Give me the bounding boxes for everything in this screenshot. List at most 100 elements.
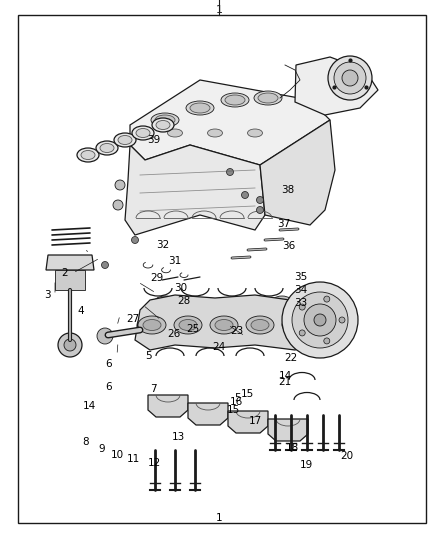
Ellipse shape [114,133,136,147]
Text: 33: 33 [294,298,307,308]
Text: 5: 5 [145,351,152,361]
Ellipse shape [215,319,233,330]
Text: 5: 5 [234,393,241,402]
Text: 2: 2 [61,268,68,278]
Ellipse shape [282,316,310,334]
Text: 34: 34 [294,286,307,295]
Ellipse shape [136,128,150,138]
Text: 39: 39 [148,135,161,144]
Ellipse shape [174,316,202,334]
Ellipse shape [138,316,166,334]
Ellipse shape [209,315,239,335]
Polygon shape [46,255,94,270]
Ellipse shape [225,95,245,105]
Ellipse shape [152,296,177,314]
Text: 19: 19 [300,460,313,470]
Text: 35: 35 [294,272,307,282]
Ellipse shape [167,129,183,137]
Text: 17: 17 [249,416,262,426]
Circle shape [241,191,248,198]
Ellipse shape [132,126,154,140]
Circle shape [292,292,348,348]
Ellipse shape [186,101,214,115]
Ellipse shape [96,141,118,155]
Ellipse shape [210,316,238,334]
Polygon shape [148,395,188,417]
Circle shape [282,282,358,358]
Text: 6: 6 [105,382,112,392]
Ellipse shape [151,113,179,127]
Text: 14: 14 [279,372,292,381]
Text: 1: 1 [215,513,223,523]
Ellipse shape [152,118,174,132]
Text: 38: 38 [281,185,294,195]
Text: 4: 4 [78,306,85,316]
Ellipse shape [254,91,282,105]
Text: 37: 37 [277,219,290,229]
Ellipse shape [173,315,203,335]
Circle shape [334,62,366,94]
Text: 3: 3 [44,290,51,300]
Text: 15: 15 [241,389,254,399]
Ellipse shape [143,319,161,330]
Text: 16: 16 [230,398,243,407]
Circle shape [324,296,330,302]
Ellipse shape [77,148,99,162]
Ellipse shape [208,129,223,137]
Ellipse shape [179,319,197,330]
Ellipse shape [287,319,305,330]
Polygon shape [268,419,308,441]
Polygon shape [295,57,378,115]
Circle shape [64,339,76,351]
Circle shape [299,304,305,310]
Text: 20: 20 [340,451,353,461]
Text: 1: 1 [215,5,223,15]
Ellipse shape [118,135,132,144]
Circle shape [131,237,138,244]
Text: 27: 27 [126,314,139,324]
Circle shape [226,168,233,175]
Text: 30: 30 [174,283,187,293]
Circle shape [58,333,82,357]
Ellipse shape [156,120,170,130]
Circle shape [299,330,305,336]
Text: 11: 11 [127,455,140,464]
Circle shape [257,197,264,204]
Text: 24: 24 [212,342,226,352]
Polygon shape [55,270,85,290]
Text: 31: 31 [169,256,182,266]
Ellipse shape [100,143,114,152]
Text: 26: 26 [168,329,181,339]
Circle shape [314,314,326,326]
Polygon shape [260,120,335,225]
Circle shape [102,262,109,269]
Text: 10: 10 [111,450,124,459]
Text: 9: 9 [99,445,106,454]
Circle shape [324,338,330,344]
Polygon shape [125,145,265,235]
Ellipse shape [258,93,278,103]
Ellipse shape [155,115,175,125]
Ellipse shape [137,315,167,335]
Ellipse shape [246,316,274,334]
Polygon shape [188,403,228,425]
Ellipse shape [81,150,95,159]
Polygon shape [135,295,315,350]
Ellipse shape [281,315,311,335]
Ellipse shape [247,129,262,137]
Text: 13: 13 [172,432,185,442]
Polygon shape [228,411,268,433]
Circle shape [113,200,123,210]
Circle shape [339,317,345,323]
Text: 32: 32 [156,240,170,250]
Text: 28: 28 [177,296,191,306]
Ellipse shape [192,301,218,319]
Polygon shape [130,80,330,165]
Circle shape [97,328,113,344]
Text: 36: 36 [283,241,296,251]
Circle shape [342,70,358,86]
Text: 29: 29 [150,273,163,283]
Text: 7: 7 [150,384,157,394]
Ellipse shape [269,296,294,314]
Text: 6: 6 [105,359,112,369]
